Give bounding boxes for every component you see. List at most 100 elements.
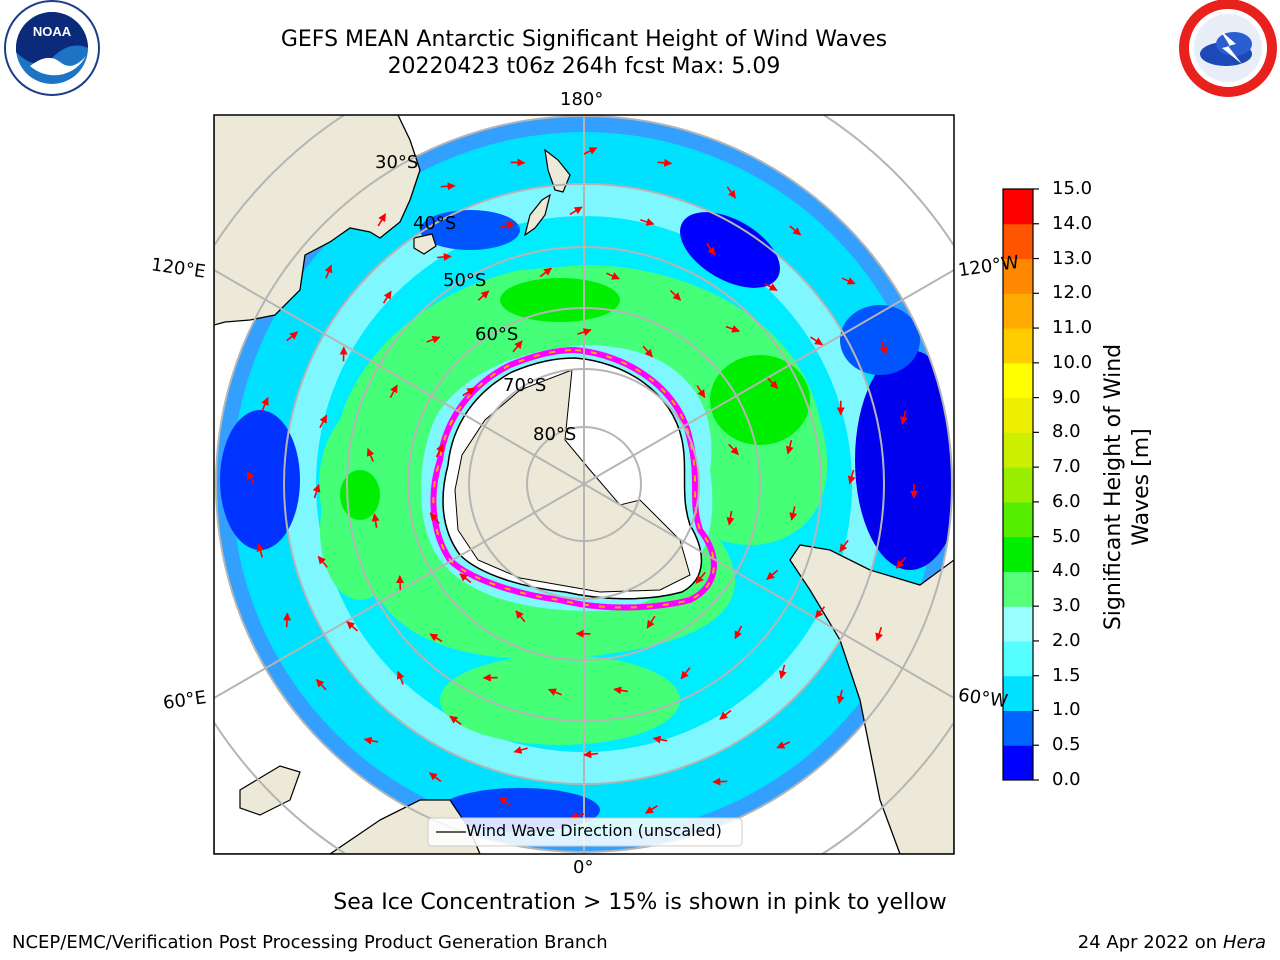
wind-wave-arrow xyxy=(371,513,380,528)
wind-wave-arrow xyxy=(498,796,512,807)
wind-wave-arrow xyxy=(312,483,321,499)
wind-wave-arrow xyxy=(841,277,856,285)
wind-wave-arrow xyxy=(396,575,405,590)
wind-wave-arrow xyxy=(640,218,655,226)
wind-wave-arrow xyxy=(895,556,907,569)
wind-wave-arrow xyxy=(646,615,656,629)
wind-wave-arrow xyxy=(569,206,583,216)
sea-ice-edge xyxy=(430,346,717,611)
wind-wave-arrow xyxy=(315,678,327,691)
wind-wave-arrow xyxy=(785,439,794,455)
wind-wave-arrow xyxy=(789,506,798,521)
wind-wave-arrow xyxy=(810,336,823,346)
wind-wave-arrow xyxy=(719,709,732,720)
wind-wave-arrow xyxy=(725,325,741,333)
colorbar-tick-label: 13.0 xyxy=(1052,247,1093,269)
wind-wave-arrow xyxy=(319,414,328,429)
new-zealand-south-island xyxy=(524,193,551,237)
lon-label-180: 180° xyxy=(560,89,604,110)
noaa-logo: NOAA xyxy=(4,0,100,96)
wind-wave-arrow xyxy=(706,243,716,256)
wind-wave-arrow xyxy=(435,443,444,458)
colorbar-bin xyxy=(1003,467,1033,503)
wind-wave-arrow xyxy=(512,340,523,353)
wind-wave-arrow xyxy=(879,340,888,355)
colorbar-bin xyxy=(1003,606,1033,642)
wind-wave-arrow xyxy=(363,736,379,745)
wind-wave-arrow xyxy=(695,571,706,584)
wind-wave-arrow xyxy=(652,735,668,744)
wind-wave-arrow xyxy=(547,688,562,696)
wind-wave-arrow xyxy=(286,331,299,342)
australia-land xyxy=(214,115,421,326)
map-legend xyxy=(427,817,743,847)
colorbar-bin xyxy=(1003,675,1033,711)
footer-date-text: 24 Apr 2022 on xyxy=(1077,932,1223,953)
colorbar-tick-label: 0.0 xyxy=(1052,769,1081,790)
wind-wave-arrow xyxy=(539,267,553,278)
chart-subtitle: 20220423 t06z 264h fcst Max: 5.09 xyxy=(387,54,781,79)
wind-wave-arrow xyxy=(261,396,269,411)
lat-label-80s: 80°S xyxy=(533,424,577,445)
wind-wave-arrow xyxy=(778,664,787,680)
wind-wave-arrow xyxy=(317,555,328,568)
wind-wave-arrow xyxy=(246,470,255,485)
footer-host: Hera xyxy=(1222,932,1266,953)
wind-wave-arrow xyxy=(696,385,706,398)
wind-wave-arrow xyxy=(583,750,599,759)
wind-wave-arrow xyxy=(256,543,265,558)
colorbar-bin xyxy=(1003,293,1033,329)
colorbar-label: Significant Height of Wind Waves [m] xyxy=(1101,343,1154,631)
colorbar-tick-label: 3.0 xyxy=(1052,595,1081,617)
footer-date: 24 Apr 2022 on Hera xyxy=(1078,932,1266,953)
colorbar-tick-label: 12.0 xyxy=(1052,282,1093,304)
wind-wave-arrow xyxy=(789,225,802,236)
wind-wave-arrow xyxy=(283,612,292,628)
colorbar-tick-label: 1.0 xyxy=(1052,699,1081,721)
wind-wave-arrow xyxy=(382,290,392,304)
wind-wave-arrow xyxy=(726,510,735,526)
wind-wave-arrow xyxy=(459,573,472,584)
map-frame xyxy=(213,114,955,855)
colorbar-bin xyxy=(1003,571,1033,607)
wind-wave-arrow xyxy=(437,252,452,261)
colorbar-tick-label: 10.0 xyxy=(1052,351,1093,373)
wind-wave-arrow xyxy=(728,443,739,456)
tasmania-land xyxy=(413,233,437,255)
chart-title: GEFS MEAN Antarctic Significant Height o… xyxy=(280,27,888,52)
lat-label-50s: 50°S xyxy=(443,270,487,291)
wind-wave-arrow xyxy=(680,667,691,680)
wind-wave-arrow xyxy=(900,410,908,425)
wind-wave-arrow xyxy=(462,387,476,397)
wind-wave-arrow xyxy=(515,610,526,623)
lon-label-0: 0° xyxy=(573,857,594,878)
wind-wave-arrow xyxy=(847,469,856,485)
wind-wave-arrow xyxy=(657,158,673,167)
wind-wave-arrow xyxy=(500,221,515,230)
wind-wave-arrow xyxy=(429,633,443,643)
colorbar-bin xyxy=(1003,223,1033,260)
colorbar-tick-label: 1.5 xyxy=(1052,664,1081,686)
wind-wave-arrow xyxy=(440,182,456,191)
wind-wave-vectors xyxy=(246,147,918,820)
wind-wave-arrow xyxy=(396,670,405,685)
africa-land xyxy=(214,740,481,854)
colorbar-bin xyxy=(1003,397,1033,433)
colorbar-bin xyxy=(1003,536,1033,572)
wind-wave-arrow xyxy=(645,805,658,814)
wind-wave-arrow xyxy=(510,158,526,167)
colorbar-bin xyxy=(1003,189,1033,225)
lat-label-60s: 60°S xyxy=(475,324,519,345)
wind-wave-arrow xyxy=(836,689,845,705)
colorbar-bin xyxy=(1003,432,1033,468)
colorbar-bin xyxy=(1003,640,1033,677)
wind-wave-arrow xyxy=(426,335,441,344)
wind-wave-arrow xyxy=(449,715,462,726)
wind-wave-arrow xyxy=(734,625,743,640)
colorbar-tick-label: 6.0 xyxy=(1052,490,1081,512)
wind-wave-arrow xyxy=(428,772,442,782)
wind-wave-arrow xyxy=(764,282,778,292)
wind-wave-arrow xyxy=(776,741,791,749)
new-zealand-north-island xyxy=(544,148,571,193)
